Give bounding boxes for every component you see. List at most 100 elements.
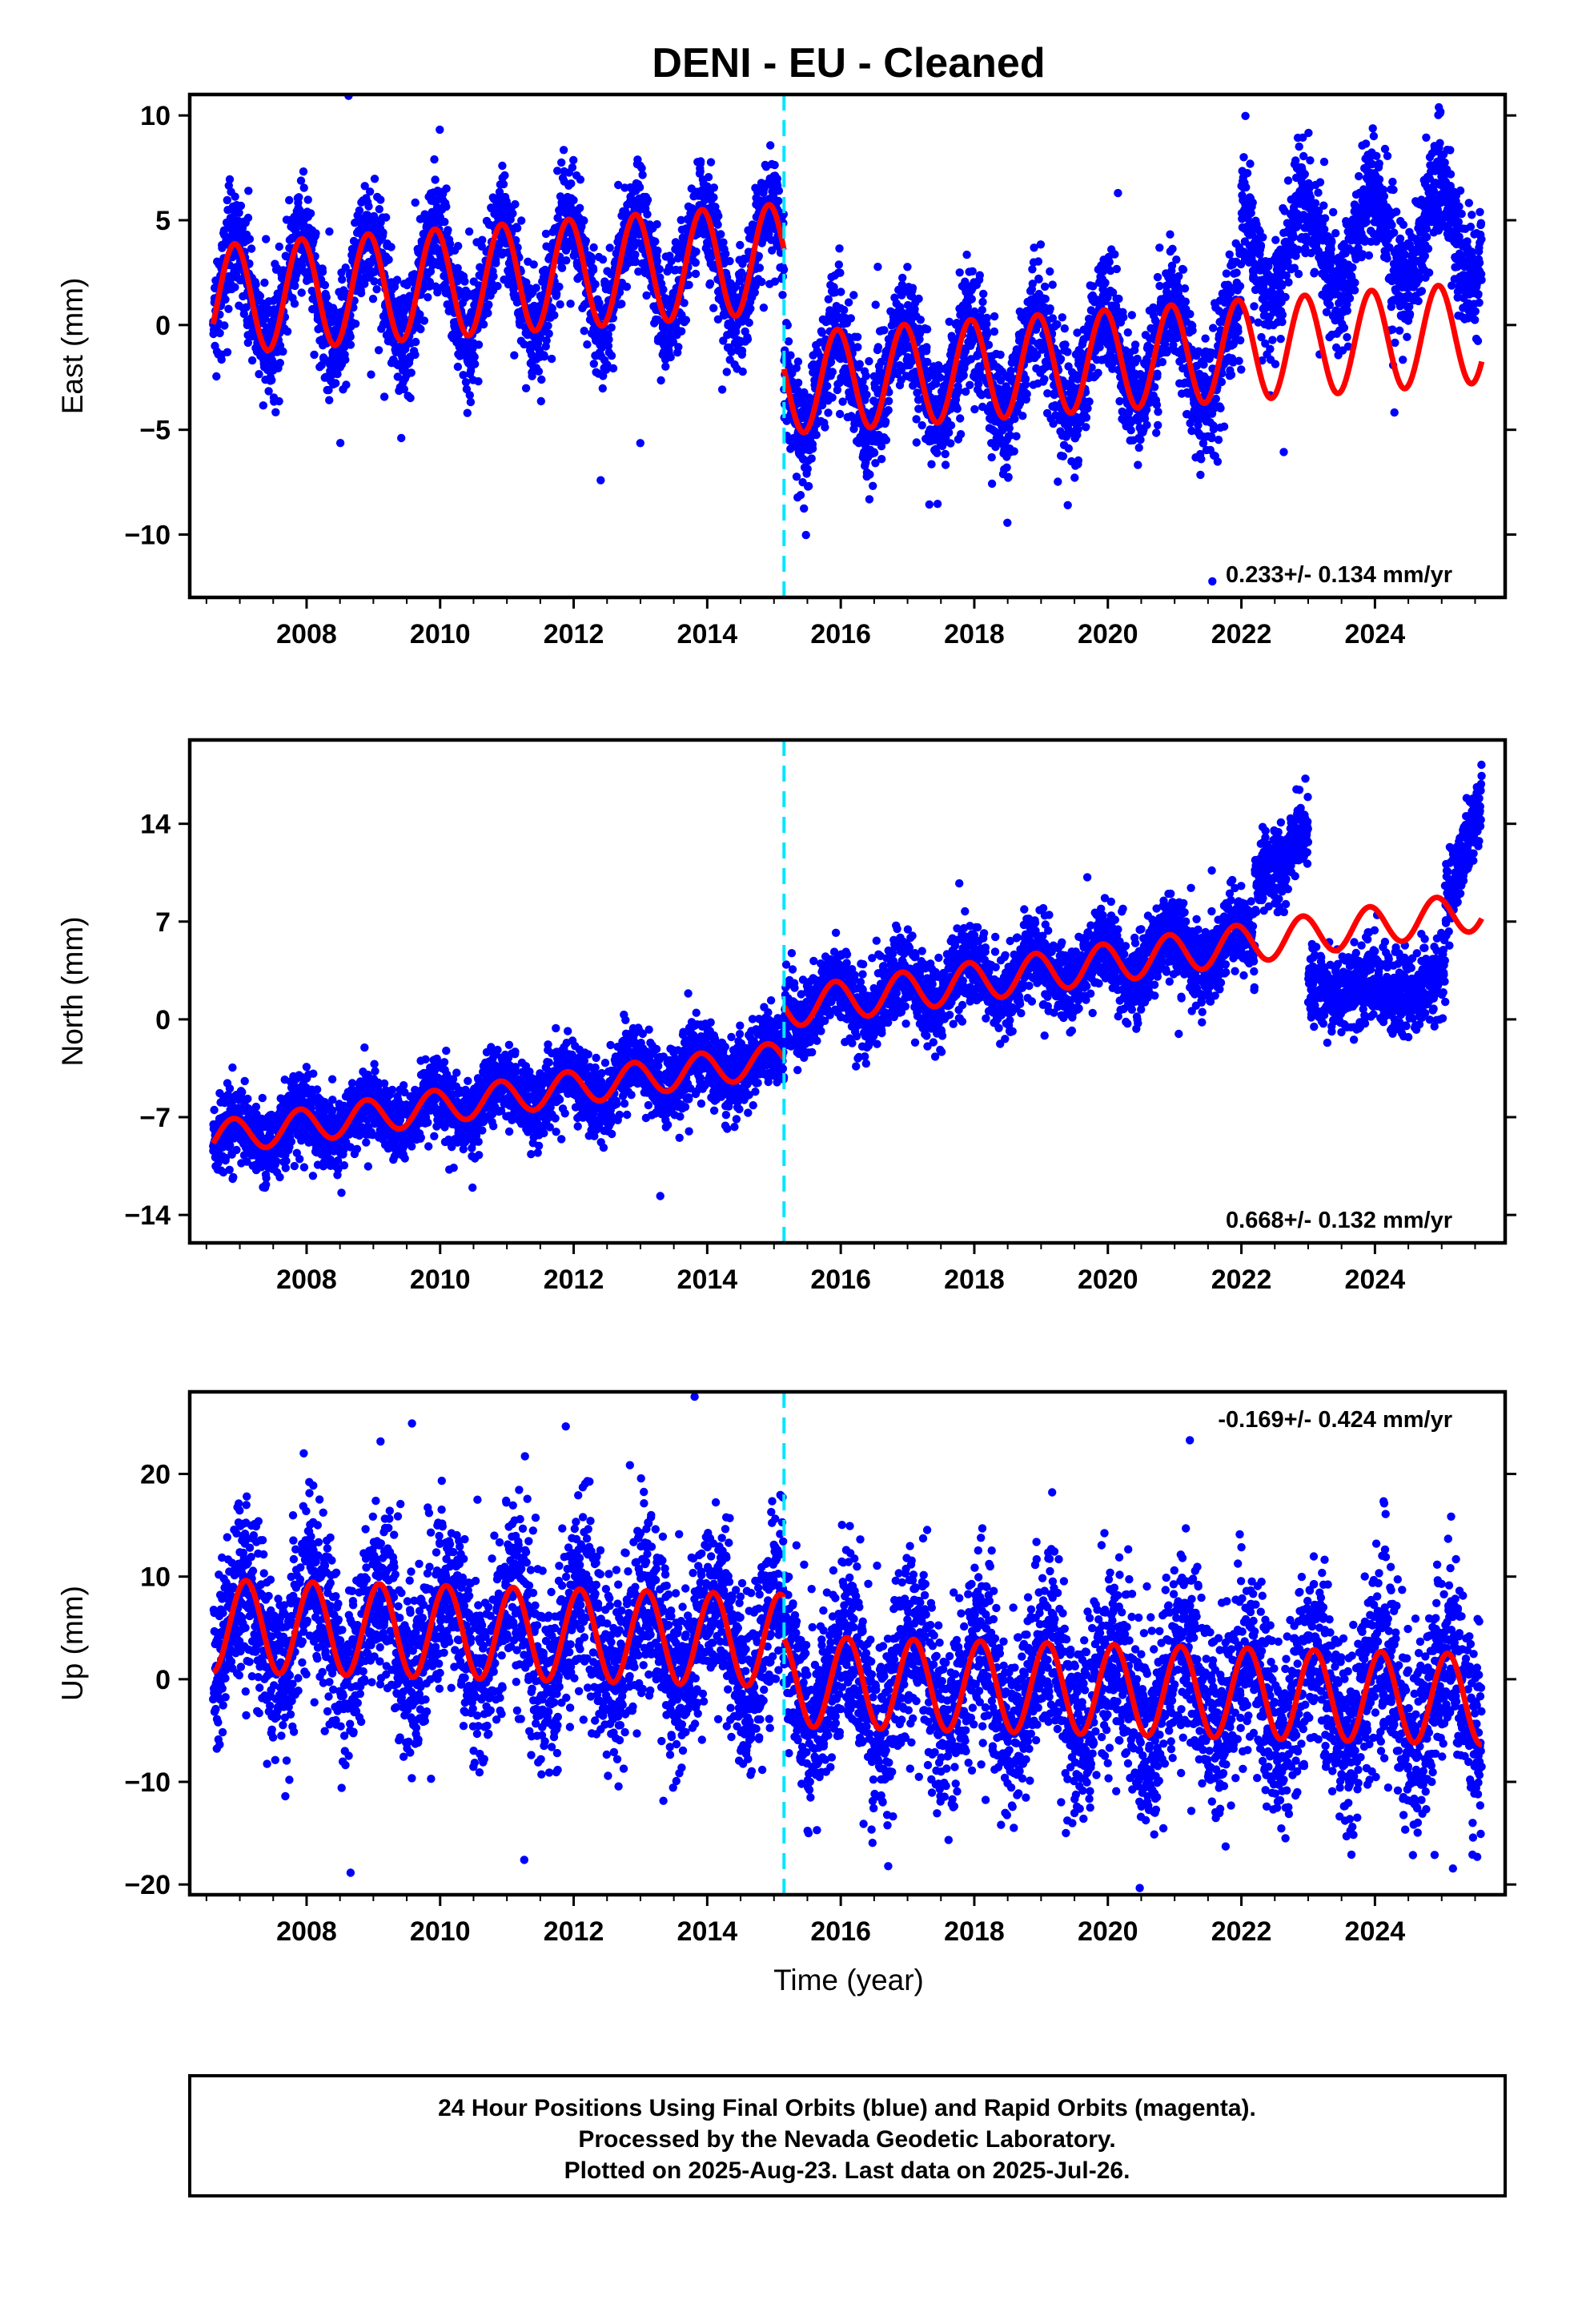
data-point [764,30,772,38]
data-point [555,282,564,292]
data-point [1134,460,1142,469]
data-point [247,356,257,365]
data-point [436,125,444,135]
data-point [310,350,319,360]
data-point [224,304,233,313]
data-point [853,332,862,341]
data-point [967,295,977,304]
data-point [793,357,803,366]
data-point [259,401,267,410]
data-point [426,267,436,276]
data-point [484,308,492,318]
data-point [1094,368,1102,377]
data-point [596,476,605,485]
data-point [291,281,299,291]
data-point [898,273,907,283]
data-point [599,372,608,380]
data-point [1074,424,1082,434]
data-point [1018,412,1027,420]
data-point [884,406,893,415]
data-point [547,354,556,364]
data-point [474,377,483,386]
data-point [406,393,415,403]
data-point [956,414,965,423]
data-point [581,236,590,245]
data-point [773,175,781,183]
data-point [622,282,632,292]
data-point [264,387,273,396]
data-point [397,433,406,443]
data-point [416,310,424,319]
data-point [1070,473,1079,482]
data-point [1101,278,1110,287]
data-point [922,343,931,352]
data-point [714,211,723,220]
data-point [1082,413,1091,422]
data-point [1006,366,1015,376]
data-point [225,175,235,184]
data-point [912,438,921,447]
data-point [1058,452,1068,460]
data-point [975,271,985,279]
data-point [840,305,849,315]
data-point [499,179,508,189]
data-point [604,341,613,351]
data-point [478,235,487,244]
data-point [477,242,486,251]
data-point [946,421,956,430]
data-point [1123,328,1133,337]
data-point [1012,432,1021,440]
data-point [828,368,837,376]
data-point [807,454,816,463]
data-point [922,325,932,334]
data-point [498,161,507,171]
data-point [617,300,626,308]
data-point [528,372,536,380]
data-point [296,176,306,185]
data-point [659,285,668,294]
data-point [1152,400,1162,409]
data-point [608,364,618,373]
data-point [324,385,333,395]
data-point [440,217,449,227]
data-point [364,202,373,211]
data-point [607,352,616,360]
data-point [796,491,805,500]
data-point [299,183,308,192]
data-point [722,368,731,376]
data-point [968,267,977,275]
data-point [1074,456,1083,465]
data-point [727,348,736,356]
data-point [479,320,488,329]
data-point [737,346,747,356]
data-point [908,283,917,292]
data-point [221,295,230,304]
data-point [865,470,874,479]
data-point [642,291,651,300]
data-point [634,267,643,276]
data-point [636,439,644,448]
data-point [941,449,950,459]
data-point [1168,244,1177,253]
data-point [804,481,813,491]
data-point [368,295,378,304]
data-point [1153,272,1162,282]
data-point [970,404,979,414]
data-point [463,408,472,417]
data-point [824,408,833,417]
data-point [605,243,614,252]
data-point [1063,501,1072,509]
data-point [884,396,893,405]
data-point [567,179,576,188]
data-point [1085,397,1094,406]
figure-title: DENI - EU - Cleaned [652,40,1045,86]
data-point [557,158,566,167]
data-point [719,238,728,247]
data-point [778,291,787,300]
data-point [484,300,493,309]
data-point [251,280,260,289]
data-point [1034,257,1043,266]
data-point [559,146,568,155]
data-point [1063,348,1072,356]
data-point [1201,334,1210,343]
